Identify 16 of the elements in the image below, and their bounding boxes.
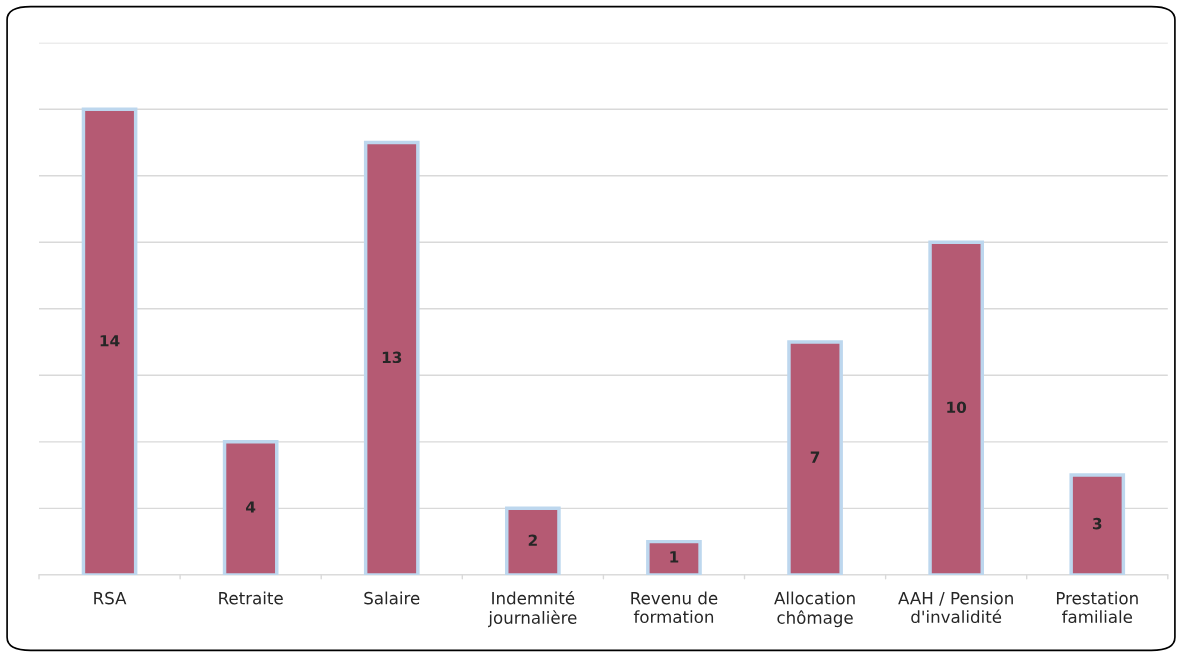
- x-tick-label: RSA: [94, 591, 127, 605]
- data-label: 13: [382, 351, 402, 364]
- data-label: 7: [810, 451, 820, 463]
- data-label: 1: [670, 551, 679, 563]
- data-label: 2: [528, 534, 537, 546]
- x-tick-label: AAH / Pension d'invalidité: [898, 591, 1013, 624]
- data-label: 10: [947, 401, 967, 413]
- x-tick-label: Indemnité journalière: [488, 590, 577, 628]
- data-label: 14: [100, 335, 120, 347]
- x-tick-label: Salaire: [364, 591, 420, 605]
- x-tick-label: Allocation chômage: [774, 591, 855, 628]
- x-tick-label: Retraite: [219, 591, 283, 605]
- data-label: 4: [246, 501, 256, 513]
- data-label: 3: [1092, 517, 1102, 530]
- x-tick-label: Revenu de formation: [631, 591, 718, 624]
- x-tick-label: Prestation familiale: [1056, 591, 1138, 624]
